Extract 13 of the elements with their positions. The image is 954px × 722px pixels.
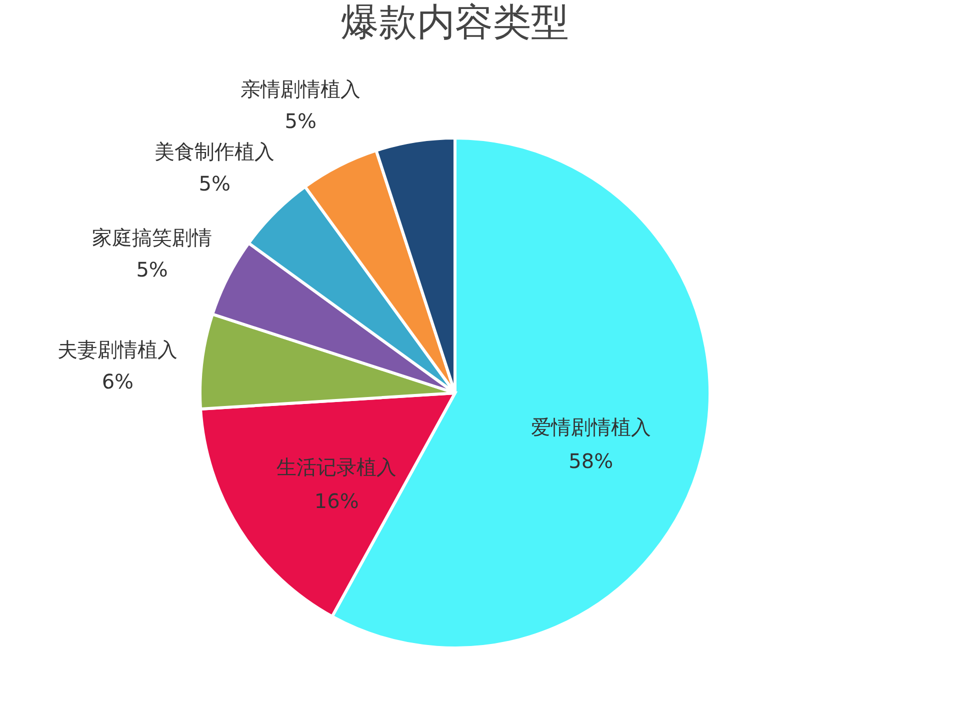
slice-label: 生活记录植入: [276, 455, 397, 480]
slice-label: 家庭搞笑剧情: [92, 226, 212, 250]
slice-label: 亲情剧情植入: [240, 77, 361, 102]
data-label: 5%: [136, 258, 168, 282]
slice-label: 美食制作植入: [154, 140, 275, 164]
slice-label: 爱情剧情植入: [530, 414, 651, 439]
data-label: 5%: [284, 109, 317, 134]
data-label: 58%: [568, 448, 614, 473]
chart-title: 爆款内容类型: [341, 0, 569, 44]
data-label: 5%: [198, 172, 230, 196]
data-label: 16%: [314, 489, 359, 514]
data-label: 6%: [102, 369, 134, 394]
slice-label: 夫妻剧情植入: [58, 337, 178, 362]
